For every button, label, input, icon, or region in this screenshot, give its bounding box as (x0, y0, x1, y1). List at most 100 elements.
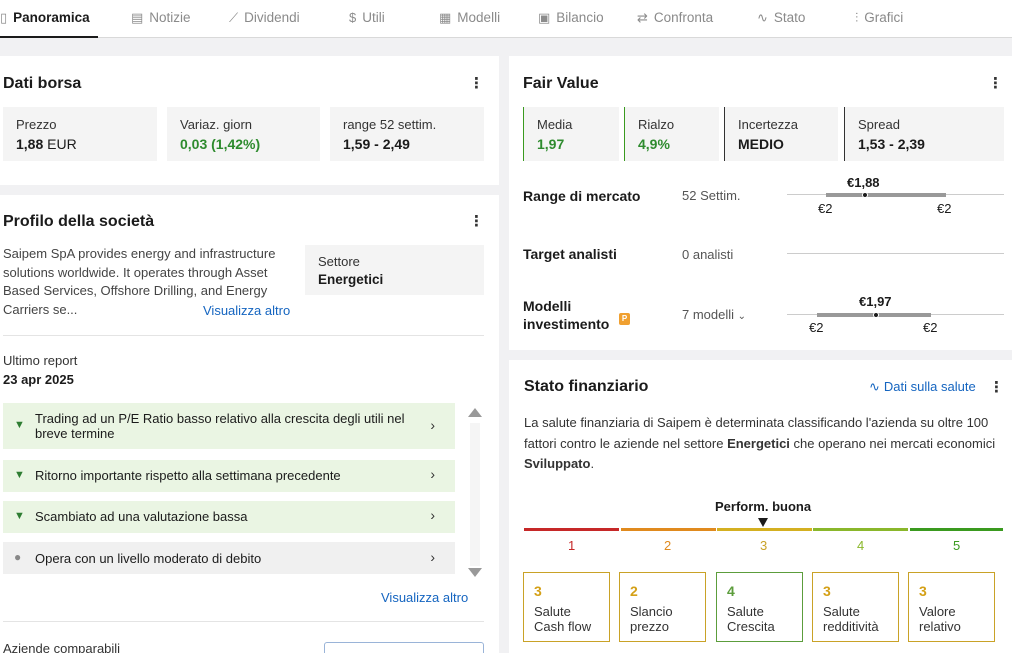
clipboard-icon: ▯ (0, 10, 8, 25)
comparables-button[interactable] (324, 642, 484, 653)
divider (3, 335, 484, 336)
tile-value: 1,88 EUR (16, 136, 77, 152)
scrollbar-track[interactable] (470, 423, 480, 566)
desc-sector: Energetici (727, 435, 790, 451)
range-high-label: €2 (923, 320, 938, 335)
pulse-icon: ∿ (757, 10, 768, 25)
chevron-down-icon: ⌄ (737, 311, 747, 322)
chevron-right-icon: › (430, 417, 435, 433)
box-label: Slancio prezzo (630, 604, 673, 634)
sector-tile: Settore Energetici (305, 245, 484, 295)
market-range-label: Range di mercato (523, 188, 641, 204)
analyst-count: 0 analisti (682, 247, 734, 262)
rating-pointer-icon (758, 518, 768, 527)
chevron-right-icon: › (430, 466, 435, 482)
scale-level-1: 1 (568, 538, 576, 553)
tile-label: range 52 settim. (343, 117, 437, 132)
tab-stato[interactable]: ∿ Stato (757, 0, 805, 38)
signal-text: Ritorno importante rispetto alla settima… (35, 468, 341, 483)
tile-value: 1,59 - 2,49 (343, 136, 410, 152)
tab-label: Stato (773, 10, 806, 25)
scroll-down-icon[interactable] (468, 568, 482, 577)
signal-item[interactable]: ▼ Ritorno importante rispetto alla setti… (3, 460, 455, 492)
document-icon: ▤ (131, 10, 144, 25)
more-options-icon[interactable]: ⋮ (989, 379, 1004, 396)
health-box-cashflow[interactable]: 3 Salute Cash flow (523, 572, 610, 642)
bull-icon: ▼ (14, 510, 25, 522)
calculator-icon: ▣ (538, 10, 551, 25)
tile-value: 1,97 (537, 136, 565, 152)
price-value: 1,88 (16, 136, 44, 152)
description-more-link[interactable]: Visualizza altro (203, 303, 291, 318)
comparables-label: Aziende comparabili (3, 641, 121, 653)
tab-panoramica[interactable]: ▯ Panoramica (0, 0, 98, 38)
tile-value: Energetici (318, 272, 384, 287)
profilo-title: Profilo della società (3, 213, 155, 230)
pulse-icon: ∿ (869, 379, 880, 394)
scale-bar-1 (524, 528, 619, 531)
signal-item[interactable]: ● Opera con un livello moderato di debit… (3, 542, 455, 574)
health-box-profitability[interactable]: 3 Salute redditività (812, 572, 899, 642)
scale-bar-5 (910, 528, 1003, 531)
analyst-target-label: Target analisti (523, 246, 617, 262)
bull-icon: ▼ (14, 469, 25, 481)
tab-dividendi[interactable]: ⟋ Dividendi (229, 0, 300, 38)
models-dropdown[interactable]: 7 modelli ⌄ (682, 307, 746, 322)
box-score: 3 (823, 583, 831, 599)
signal-item[interactable]: ▼ Trading ad un P/E Ratio basso relativo… (3, 403, 455, 449)
report-date: 23 apr 2025 (3, 372, 74, 387)
signals-more-link[interactable]: Visualizza altro (381, 590, 469, 605)
signal-text: Trading ad un P/E Ratio basso relativo a… (35, 411, 405, 441)
tab-confronta[interactable]: ⇄ Confronta (637, 0, 713, 38)
growth-icon: ⟋ (229, 10, 239, 25)
tile-label: Settore (318, 254, 360, 269)
profilo-card: Profilo della società ⋮ Saipem SpA provi… (0, 195, 499, 653)
tile-label: Spread (858, 117, 900, 132)
signal-text: Opera con un livello moderato di debito (35, 551, 262, 566)
grid-icon: ▦ (439, 10, 452, 25)
divider (3, 621, 484, 622)
fv-spread-tile: Spread 1,53 - 2,39 (844, 107, 1004, 161)
more-options-icon[interactable]: ⋮ (469, 75, 484, 92)
models-info-icon[interactable]: P (619, 313, 630, 325)
dati-borsa-title: Dati borsa (3, 75, 82, 92)
box-label: Salute redditività (823, 604, 879, 634)
tab-label: Confronta (653, 10, 714, 25)
health-data-link[interactable]: ∿ Dati sulla salute (869, 379, 976, 395)
tab-grafici[interactable]: ⫶ Grafici (855, 0, 903, 38)
range-low-label: €2 (809, 320, 824, 335)
tab-label: Panoramica (13, 10, 90, 25)
tab-label: Dividendi (244, 10, 300, 25)
more-options-icon[interactable]: ⋮ (988, 75, 1003, 92)
tab-bilancio[interactable]: ▣ Bilancio (538, 0, 604, 38)
fv-uncertainty-tile: Incertezza MEDIO (724, 107, 838, 161)
neutral-dot-icon: ● (14, 550, 22, 564)
dollar-icon: $ (349, 10, 357, 25)
scale-bar-3 (717, 528, 812, 531)
range-track (787, 253, 1004, 254)
perf-label: Perform. buona (715, 499, 812, 514)
tab-label: Notizie (149, 10, 191, 25)
range-low-label: €2 (818, 201, 833, 216)
more-options-icon[interactable]: ⋮ (469, 213, 484, 230)
signal-item[interactable]: ▼ Scambiato ad una valutazione bassa › (3, 501, 455, 533)
chevron-right-icon: › (430, 549, 435, 565)
scroll-up-icon[interactable] (468, 408, 482, 417)
stato-title: Stato finanziario (524, 378, 649, 395)
chevron-right-icon: › (430, 507, 435, 523)
currency-unit: EUR (47, 136, 77, 152)
dati-borsa-card: Dati borsa ⋮ Prezzo 1,88 EUR Variaz. gio… (0, 56, 499, 185)
tile-value: 4,9% (638, 136, 670, 152)
box-label: Valore relativo (919, 604, 961, 634)
health-box-relative-value[interactable]: 3 Valore relativo (908, 572, 995, 642)
range-bar (826, 193, 946, 197)
tab-modelli[interactable]: ▦ Modelli (439, 0, 500, 38)
health-box-price-momentum[interactable]: 2 Slancio prezzo (619, 572, 706, 642)
tile-label: Incertezza (738, 117, 798, 132)
tab-utili[interactable]: $ Utili (349, 0, 385, 38)
health-box-growth[interactable]: 4 Salute Crescita (716, 572, 803, 642)
tab-notizie[interactable]: ▤ Notizie (131, 0, 191, 38)
models-marker-value: €1,97 (859, 294, 892, 309)
range-marker (862, 192, 868, 198)
top-nav: ▯ Panoramica ▤ Notizie ⟋ Dividendi $ Utili ▦… (0, 0, 1012, 38)
